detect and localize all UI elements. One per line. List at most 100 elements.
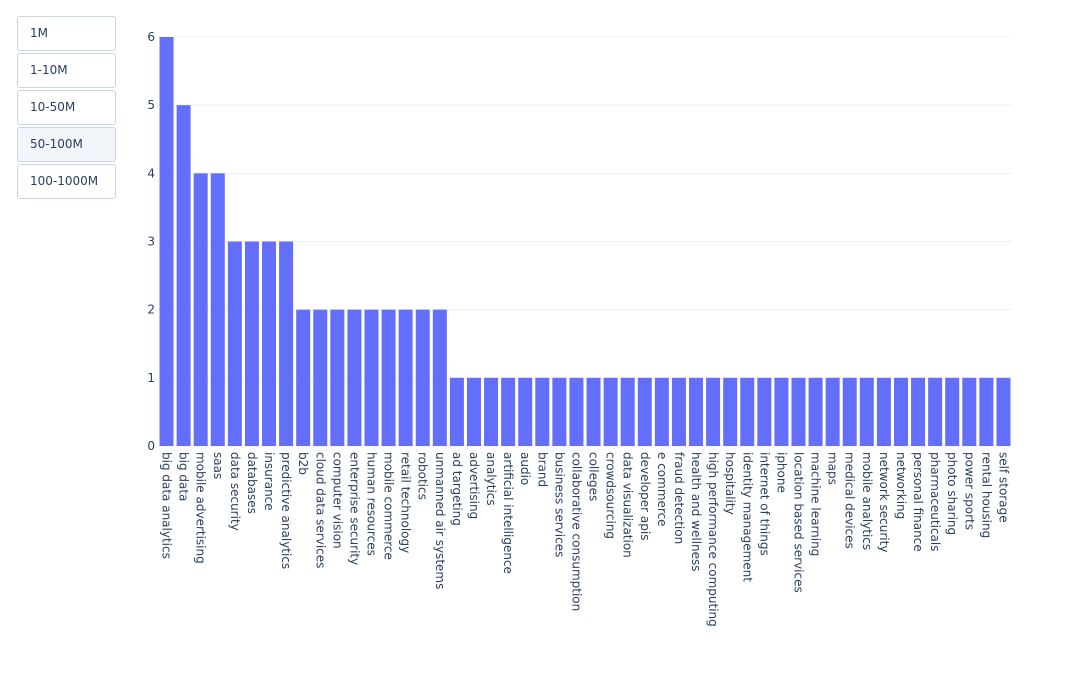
x-tick-label: robotics (416, 452, 430, 500)
bar[interactable] (740, 377, 755, 446)
x-tick-label: fraud detection (672, 452, 686, 544)
bar[interactable] (603, 377, 618, 446)
range-button-1-10m[interactable]: 1-10M (17, 53, 116, 88)
bar[interactable] (757, 377, 772, 446)
bar[interactable] (569, 377, 584, 446)
bar[interactable] (791, 377, 806, 446)
bar[interactable] (808, 377, 823, 446)
bar[interactable] (996, 377, 1011, 446)
x-tick-label: hospitality (723, 452, 737, 515)
x-tick-label: e commerce (655, 452, 669, 527)
y-tick-label: 0 (147, 439, 155, 453)
bar[interactable] (774, 377, 789, 446)
x-tick-label: artificial intelligence (501, 452, 515, 574)
x-tick-label: enterprise security (347, 452, 361, 565)
y-tick-label: 6 (147, 30, 155, 44)
bar[interactable] (193, 173, 208, 447)
bar[interactable] (706, 377, 721, 446)
bar[interactable] (945, 377, 960, 446)
x-tick-label: iphone (774, 452, 788, 493)
x-tick-label: high performance computing (706, 452, 720, 627)
bar[interactable] (962, 377, 977, 446)
y-tick-label: 1 (147, 371, 155, 385)
x-tick-label: insurance (262, 452, 276, 511)
x-tick-label: unmanned air systems (433, 452, 447, 589)
x-tick-label: colleges (587, 452, 601, 501)
x-tick-label: collaborative consumption (569, 452, 583, 611)
x-tick-label: big data analytics (160, 452, 174, 559)
x-tick-label: ad targeting (450, 452, 464, 526)
bar[interactable] (381, 309, 396, 446)
bar[interactable] (911, 377, 926, 446)
bar[interactable] (876, 377, 891, 446)
bar[interactable] (893, 377, 908, 446)
bar[interactable] (620, 377, 635, 446)
x-tick-label: brand (535, 452, 549, 487)
bar[interactable] (415, 309, 430, 446)
bar[interactable] (330, 309, 345, 446)
x-tick-label: big data (177, 452, 191, 501)
range-button-10-50m[interactable]: 10-50M (17, 90, 116, 125)
x-tick-label: analytics (484, 452, 498, 506)
x-tick-label: internet of things (757, 452, 771, 556)
y-tick-label: 5 (147, 98, 155, 112)
x-tick-label: data visualization (621, 452, 635, 558)
x-tick-label: advertising (467, 452, 481, 519)
bar[interactable] (296, 309, 311, 446)
x-tick-label: mobile analytics (860, 452, 874, 550)
x-tick-label: location based services (792, 452, 806, 593)
x-tick-label: developer apis (638, 452, 652, 540)
x-tick-label: networking (894, 452, 908, 519)
range-button-100-1000m[interactable]: 100-1000M (17, 164, 116, 199)
bar[interactable] (484, 377, 499, 446)
range-filter-menu: 1M 1-10M 10-50M 50-100M 100-1000M (17, 16, 116, 201)
range-button-1m[interactable]: 1M (17, 16, 116, 51)
x-tick-label: data security (228, 452, 242, 531)
x-tick-label: databases (245, 452, 259, 514)
y-tick-label: 4 (147, 166, 155, 180)
x-tick-label: rental housing (979, 452, 993, 538)
x-tick-label: health and wellness (689, 452, 703, 572)
x-tick-label: mobile commerce (382, 452, 396, 560)
bar[interactable] (210, 173, 225, 447)
bar[interactable] (501, 377, 516, 446)
bar[interactable] (227, 241, 242, 447)
bar[interactable] (979, 377, 994, 446)
bar[interactable] (825, 377, 840, 446)
x-tick-label: power sports (962, 452, 976, 530)
bar[interactable] (842, 377, 857, 446)
bar[interactable] (689, 377, 704, 446)
bar[interactable] (723, 377, 738, 446)
x-tick-label: cloud data services (313, 452, 327, 568)
bar[interactable] (244, 241, 259, 447)
bar[interactable] (159, 37, 174, 446)
bar[interactable] (262, 241, 277, 447)
range-button-50-100m[interactable]: 50-100M (17, 127, 116, 162)
bar[interactable] (552, 377, 567, 446)
bar[interactable] (279, 241, 294, 447)
x-tick-label: human resources (365, 452, 379, 556)
x-tick-label: b2b (296, 452, 310, 475)
bar[interactable] (347, 309, 362, 446)
bar[interactable] (364, 309, 379, 446)
x-tick-label: machine learning (809, 452, 823, 556)
bar[interactable] (535, 377, 550, 446)
bar[interactable] (637, 377, 652, 446)
bar[interactable] (432, 309, 447, 446)
bar[interactable] (176, 105, 191, 447)
bar[interactable] (398, 309, 413, 446)
bar[interactable] (518, 377, 533, 446)
x-tick-label: personal finance (911, 452, 925, 552)
bar[interactable] (586, 377, 601, 446)
x-tick-label: predictive analytics (279, 452, 293, 569)
x-tick-label: pharmaceuticals (928, 452, 942, 552)
bar[interactable] (654, 377, 669, 446)
bar[interactable] (671, 377, 686, 446)
bar[interactable] (313, 309, 328, 446)
bar[interactable] (466, 377, 481, 446)
bar[interactable] (449, 377, 464, 446)
bar[interactable] (859, 377, 874, 446)
x-tick-label: identity management (740, 452, 754, 582)
bar[interactable] (928, 377, 943, 446)
